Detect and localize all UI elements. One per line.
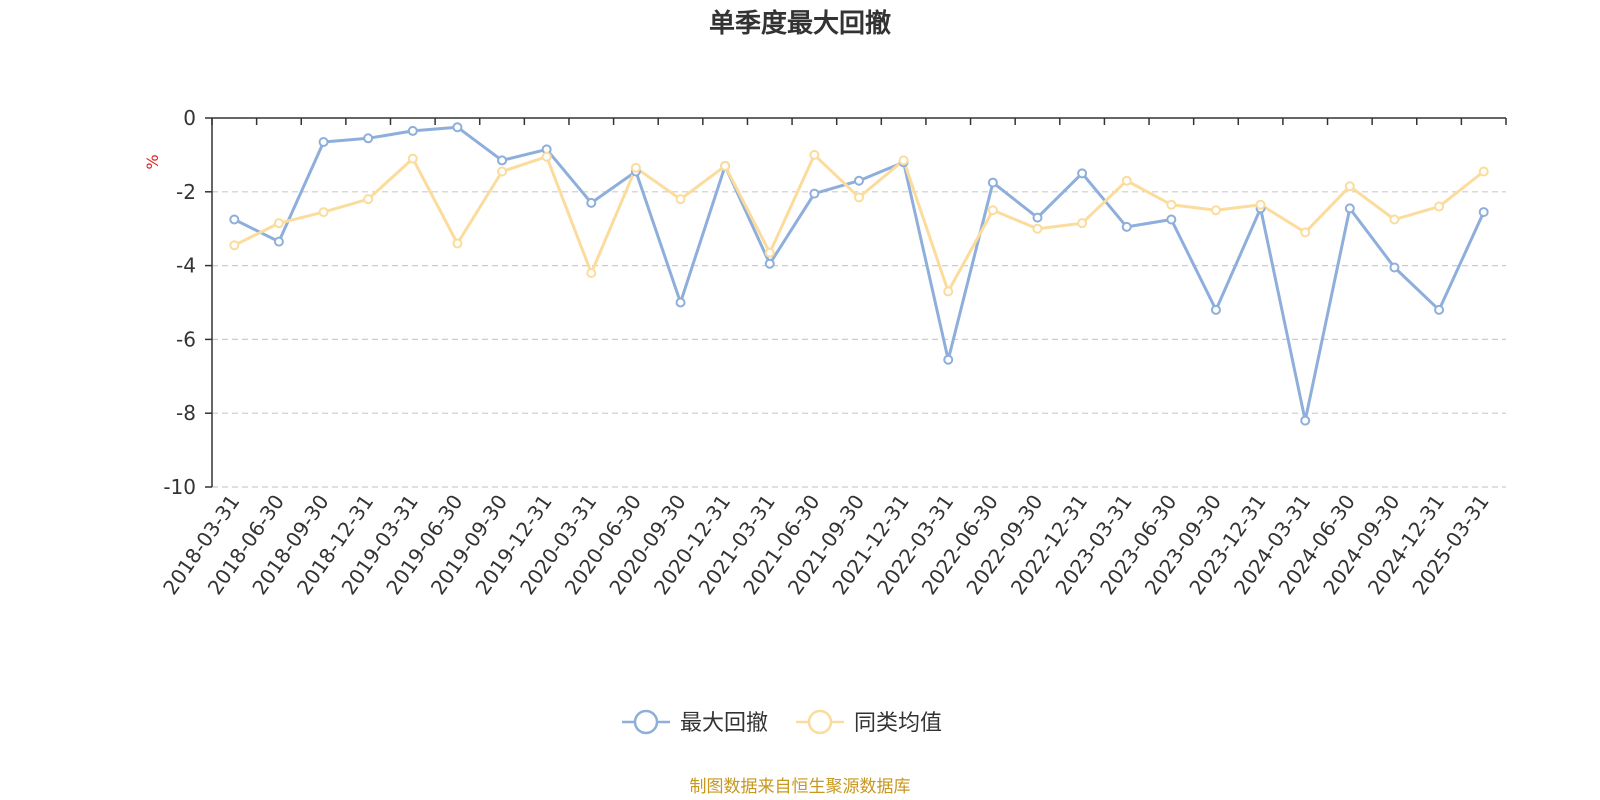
data-point-1 xyxy=(675,194,686,205)
data-point-1 xyxy=(407,153,418,164)
data-point-1 xyxy=(363,194,374,205)
data-point-1 xyxy=(987,205,998,216)
legend-marker xyxy=(807,709,833,735)
data-point-1 xyxy=(497,166,508,177)
data-point-1 xyxy=(1389,214,1400,225)
data-point-0 xyxy=(1344,203,1355,214)
data-point-0 xyxy=(229,214,240,225)
grid-lines xyxy=(212,191,1506,488)
y-tick-label: -10 xyxy=(163,475,196,499)
data-point-0 xyxy=(1389,262,1400,273)
data-point-0 xyxy=(586,197,597,208)
data-point-1 xyxy=(764,247,775,258)
data-point-0 xyxy=(1032,212,1043,223)
data-point-1 xyxy=(586,267,597,278)
data-point-0 xyxy=(1434,304,1445,315)
data-point-0 xyxy=(675,297,686,308)
data-point-0 xyxy=(1210,304,1221,315)
data-point-0 xyxy=(318,136,329,147)
source-note: 制图数据来自恒生聚源数据库 xyxy=(690,777,911,797)
series-layer xyxy=(229,122,1489,426)
y-axis-unit: % xyxy=(143,154,162,169)
data-point-1 xyxy=(1478,166,1489,177)
data-point-0 xyxy=(854,175,864,186)
chart-title: 单季度最大回撤 xyxy=(709,8,891,39)
data-point-0 xyxy=(1166,214,1177,225)
data-point-1 xyxy=(229,240,240,251)
data-point-0 xyxy=(1077,168,1088,179)
data-point-1 xyxy=(1166,199,1177,210)
series-line-1 xyxy=(233,153,1485,293)
data-point-0 xyxy=(497,155,508,166)
data-point-1 xyxy=(943,286,954,297)
axes xyxy=(211,117,1506,487)
y-tick-label: -6 xyxy=(176,327,196,351)
data-point-1 xyxy=(630,162,641,173)
data-point-0 xyxy=(764,258,775,269)
data-point-0 xyxy=(943,354,954,365)
data-point-1 xyxy=(1121,175,1132,186)
y-tick-label: -2 xyxy=(176,180,196,204)
data-point-1 xyxy=(452,238,463,249)
y-axis-ticks: 0 -2 -4 -6 -8 -10 xyxy=(163,106,212,499)
data-point-0 xyxy=(452,122,463,133)
legend-item-1[interactable]: 同类均值 xyxy=(796,709,942,736)
legend-label: 同类均值 xyxy=(854,711,942,736)
data-point-1 xyxy=(541,151,552,162)
data-point-1 xyxy=(1300,227,1311,238)
data-point-0 xyxy=(1121,221,1132,232)
data-point-0 xyxy=(273,236,284,247)
data-point-1 xyxy=(1255,199,1266,210)
data-point-0 xyxy=(363,133,374,144)
data-point-1 xyxy=(854,192,864,203)
data-point-1 xyxy=(898,155,909,166)
data-point-1 xyxy=(273,218,284,229)
x-axis-ticks: 2018-03-312018-06-302018-09-302018-12-31… xyxy=(158,118,1507,599)
y-tick-label: -8 xyxy=(176,401,196,425)
data-point-1 xyxy=(318,207,329,218)
legend-marker xyxy=(633,709,659,735)
series-line-0 xyxy=(233,125,1486,423)
data-point-1 xyxy=(1210,205,1221,216)
data-point-0 xyxy=(1300,415,1311,426)
data-point-1 xyxy=(1032,223,1043,234)
legend-item-0[interactable]: 最大回撤 xyxy=(622,709,768,736)
data-point-1 xyxy=(1344,181,1355,192)
data-point-1 xyxy=(720,160,731,171)
y-tick-label: -4 xyxy=(176,254,196,278)
data-point-0 xyxy=(1478,207,1489,218)
data-point-0 xyxy=(987,177,998,188)
data-point-1 xyxy=(1077,218,1088,229)
data-point-1 xyxy=(809,149,820,160)
legend: 最大回撤 同类均值 xyxy=(622,709,942,736)
data-point-0 xyxy=(809,188,820,199)
legend-label: 最大回撤 xyxy=(680,711,768,736)
data-point-0 xyxy=(407,125,418,136)
data-point-1 xyxy=(1434,201,1445,212)
y-tick-label: 0 xyxy=(183,106,196,130)
